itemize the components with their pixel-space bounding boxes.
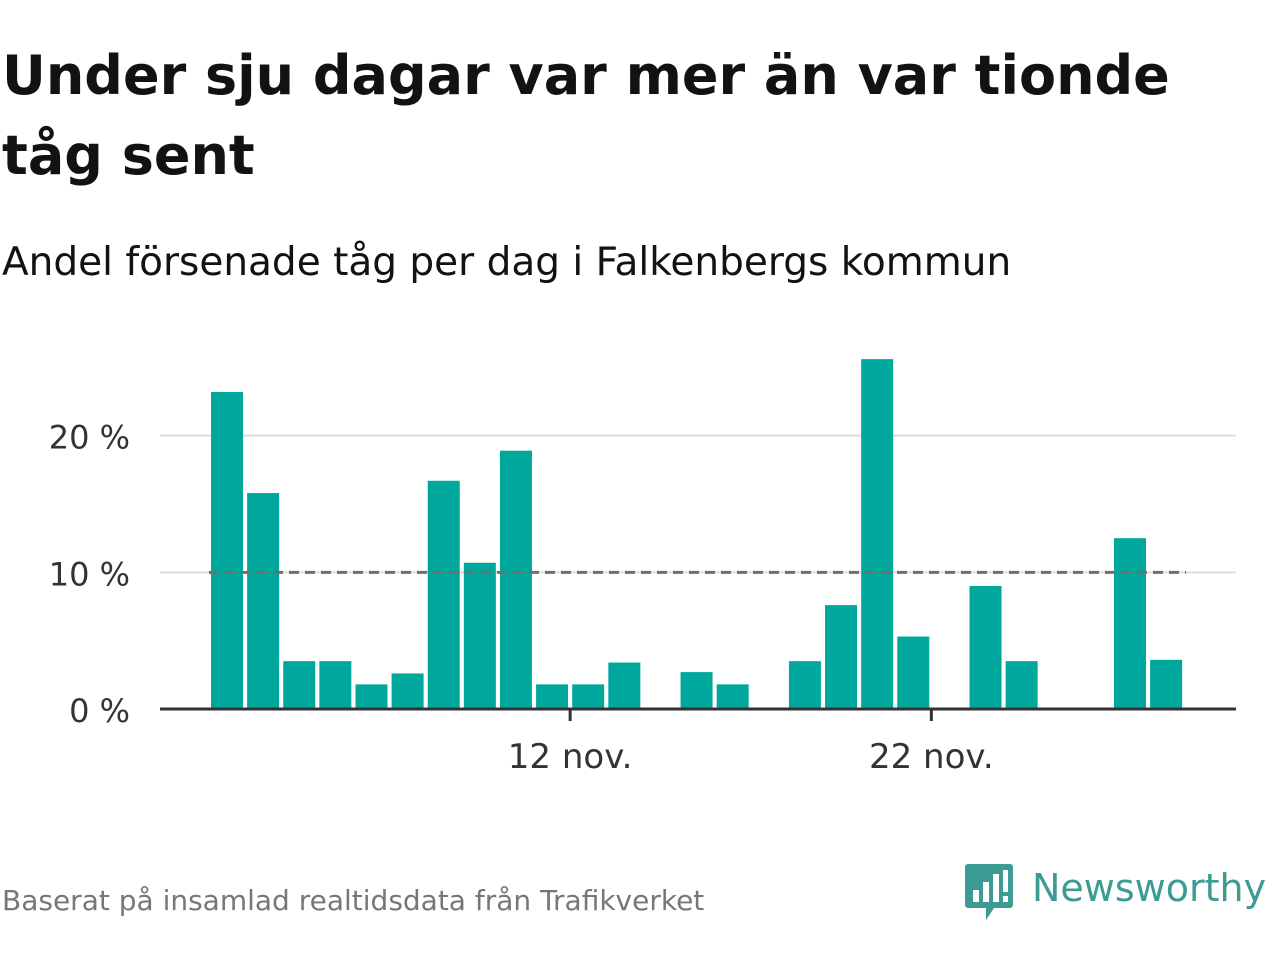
- bar: [572, 684, 605, 709]
- y-tick-label: 0 %: [69, 692, 130, 730]
- bar: [1114, 538, 1146, 709]
- bar: [680, 672, 713, 709]
- bar: [716, 684, 749, 709]
- x-tick-label: 12 nov.: [508, 737, 633, 777]
- bar: [499, 450, 532, 709]
- bar: [319, 661, 352, 709]
- bar: [427, 480, 460, 709]
- x-tick-label: 22 nov.: [869, 737, 994, 777]
- bar: [211, 391, 243, 709]
- chart-subtitle: Andel försenade tåg per dag i Falkenberg…: [2, 240, 1012, 285]
- y-tick-label: 10 %: [49, 555, 130, 593]
- newsworthy-logo-icon: [965, 864, 1013, 920]
- bar: [283, 661, 316, 709]
- bar: [1150, 659, 1183, 709]
- bars: [211, 359, 1183, 709]
- x-axis: [160, 707, 1236, 721]
- bar: [1005, 661, 1038, 709]
- bar: [536, 684, 569, 709]
- y-tick-label: 20 %: [49, 419, 130, 457]
- bar: [391, 673, 424, 709]
- source-note: Baserat på insamlad realtidsdata från Tr…: [2, 884, 705, 917]
- bar: [861, 359, 894, 709]
- brand: Newsworthy: [964, 862, 1266, 924]
- bar-chart: 0 % 10 % 20 % 12 nov. 22 nov.: [49, 359, 1236, 777]
- bar: [788, 661, 821, 709]
- bar: [463, 562, 496, 709]
- gridlines: [160, 434, 1236, 574]
- bar: [355, 684, 388, 709]
- x-axis-tick-labels: 12 nov. 22 nov.: [508, 737, 994, 777]
- bar: [608, 662, 641, 709]
- bar: [897, 636, 930, 709]
- bar: [247, 493, 280, 709]
- y-axis-tick-labels: 0 % 10 % 20 %: [49, 419, 130, 730]
- brand-name: Newsworthy: [1032, 866, 1267, 910]
- bar: [969, 586, 1002, 709]
- chart-title: Under sju dagar var mer än var tionde tå…: [2, 44, 1170, 187]
- bar: [825, 605, 858, 709]
